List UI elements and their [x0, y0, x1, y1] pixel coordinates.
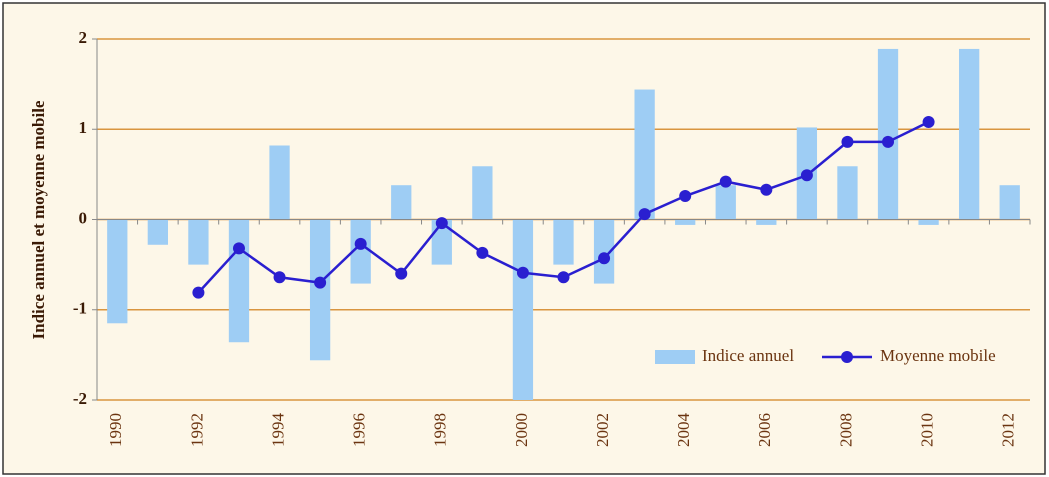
bar — [147, 219, 168, 245]
line-marker — [232, 242, 245, 255]
legend-swatch — [655, 350, 695, 364]
x-tick-label: 2012 — [999, 413, 1018, 447]
x-tick-label: 2004 — [674, 413, 693, 448]
bar — [472, 166, 493, 220]
y-axis-label: Indice annuel et moyenne mobile — [29, 100, 48, 339]
bar — [350, 219, 371, 284]
bar — [634, 89, 655, 220]
bar — [999, 185, 1020, 220]
bar — [553, 219, 574, 265]
bar — [918, 219, 939, 225]
x-tick-label: 1996 — [350, 413, 369, 447]
bar — [188, 219, 209, 265]
line-marker — [557, 271, 570, 284]
bar — [715, 185, 736, 220]
legend-label: Moyenne mobile — [880, 346, 996, 365]
legend-marker — [841, 351, 853, 363]
line-marker — [922, 116, 935, 129]
line-marker — [435, 217, 448, 230]
bar — [309, 219, 331, 361]
bar — [269, 145, 290, 220]
bar — [837, 166, 858, 220]
x-tick-label: 2002 — [593, 413, 612, 447]
x-tick-label: 2010 — [917, 413, 936, 447]
line-marker — [882, 135, 895, 148]
bar — [593, 219, 615, 284]
x-tick-label: 2006 — [755, 413, 774, 447]
y-tick-label: 1 — [79, 118, 88, 137]
bar — [959, 48, 980, 220]
line-marker — [273, 271, 286, 284]
bar — [877, 48, 899, 220]
bar — [675, 219, 696, 225]
line-marker — [354, 237, 367, 250]
bar — [391, 185, 412, 220]
y-tick-label: -1 — [73, 299, 87, 318]
x-tick-label: 1998 — [431, 413, 450, 447]
line-marker — [516, 266, 529, 279]
line-marker — [719, 175, 732, 188]
legend-label: Indice annuel — [702, 346, 794, 365]
bar — [107, 219, 128, 324]
line-marker — [800, 169, 813, 182]
x-tick-label: 1994 — [268, 413, 287, 448]
y-tick-label: 2 — [79, 28, 88, 47]
line-marker — [598, 252, 611, 265]
line-marker — [314, 276, 327, 289]
line-marker — [395, 267, 408, 280]
x-tick-label: 1990 — [106, 413, 125, 447]
y-tick-label: -2 — [73, 389, 87, 408]
bar — [228, 219, 250, 343]
line-marker — [638, 208, 651, 221]
line-marker — [679, 190, 692, 203]
y-tick-label: 0 — [79, 208, 88, 227]
bar — [512, 219, 534, 400]
x-tick-label: 1992 — [187, 413, 206, 447]
line-marker — [192, 286, 205, 299]
x-tick-label: 2008 — [836, 413, 855, 447]
line-marker — [841, 135, 854, 148]
line-marker — [476, 246, 489, 259]
line-marker — [760, 183, 773, 196]
bar — [756, 219, 777, 225]
x-tick-label: 2000 — [512, 413, 531, 447]
